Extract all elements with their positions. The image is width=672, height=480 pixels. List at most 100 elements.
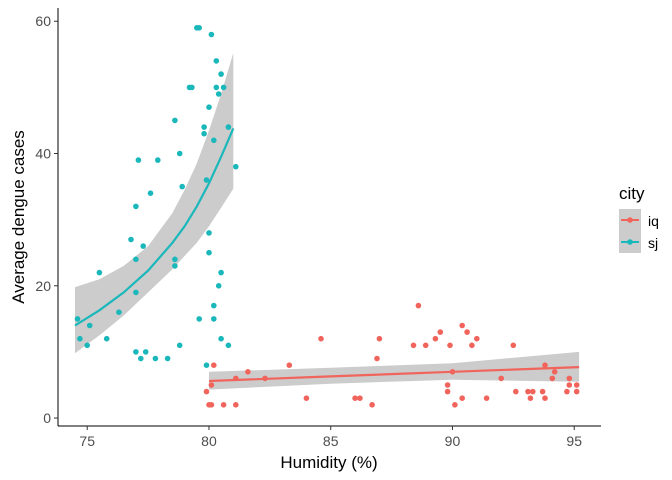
x-axis-title: Humidity (%) <box>280 453 377 472</box>
data-point-iq <box>422 342 429 349</box>
data-point-iq <box>374 355 380 362</box>
data-point-iq <box>474 335 480 342</box>
data-point-sj <box>225 342 232 349</box>
data-point-sj <box>218 71 224 77</box>
data-point-sj <box>133 203 139 210</box>
data-point-iq <box>444 382 451 388</box>
legend-key-point-iq <box>627 217 633 223</box>
data-point-iq <box>357 395 363 402</box>
x-tick-label: 80 <box>201 433 217 449</box>
data-point-sj <box>128 236 134 243</box>
data-point-iq <box>318 335 324 342</box>
data-point-sj <box>147 190 154 196</box>
data-point-sj <box>74 316 81 322</box>
data-point-sj <box>172 256 178 263</box>
data-point-sj <box>172 117 178 124</box>
data-point-sj <box>172 263 178 269</box>
data-point-sj <box>206 230 212 236</box>
data-point-sj <box>176 150 183 157</box>
data-point-iq <box>510 342 517 349</box>
confidence-band-sj <box>75 53 234 354</box>
legend-label-sj: sj <box>648 235 658 251</box>
data-point-sj <box>133 289 139 296</box>
data-point-sj <box>213 84 220 91</box>
data-point-sj <box>201 124 207 130</box>
data-point-sj <box>96 269 103 276</box>
data-point-sj <box>116 309 122 316</box>
data-point-iq <box>566 375 573 382</box>
data-point-iq <box>376 335 383 342</box>
legend-label-iq: iq <box>648 213 659 229</box>
data-point-iq <box>432 335 439 342</box>
data-point-iq <box>542 395 548 402</box>
legend-title: city <box>619 184 645 203</box>
data-point-iq <box>245 369 251 375</box>
data-point-iq <box>220 402 227 408</box>
data-point-iq <box>551 369 558 375</box>
data-point-sj <box>84 342 90 349</box>
x-ticks: 75 80 85 90 95 <box>79 426 582 449</box>
y-tick-label: 0 <box>43 410 51 426</box>
data-point-sj <box>103 335 110 342</box>
data-point-sj <box>196 25 202 31</box>
series-points-sj <box>74 25 239 369</box>
data-point-sj <box>203 362 210 369</box>
data-point-iq <box>352 395 358 402</box>
data-point-sj <box>140 243 146 249</box>
data-point-iq <box>208 382 215 388</box>
data-point-sj <box>203 177 210 183</box>
data-point-iq <box>369 402 375 408</box>
data-point-iq <box>513 388 519 395</box>
data-point-iq <box>203 388 210 395</box>
data-point-iq <box>447 342 453 349</box>
data-point-iq <box>459 395 466 402</box>
legend: city iq sj <box>619 184 659 253</box>
data-point-iq <box>525 388 531 395</box>
data-point-sj <box>218 335 224 342</box>
data-point-iq <box>564 388 570 395</box>
x-tick-label: 85 <box>323 433 339 449</box>
data-point-sj <box>215 283 222 289</box>
data-point-sj <box>189 84 195 91</box>
data-point-sj <box>220 84 227 91</box>
data-point-sj <box>164 355 171 362</box>
data-point-sj <box>133 256 139 263</box>
data-point-sj <box>179 183 185 190</box>
data-point-iq <box>549 375 556 382</box>
data-point-sj <box>176 342 183 349</box>
data-point-iq <box>483 395 490 402</box>
y-tick-label: 40 <box>35 146 51 162</box>
data-point-sj <box>213 58 220 64</box>
data-point-sj <box>225 124 232 130</box>
data-point-sj <box>155 157 161 163</box>
y-tick-label: 20 <box>35 278 51 294</box>
data-point-sj <box>211 316 217 322</box>
trend-line-sj <box>74 127 235 327</box>
data-point-iq <box>498 375 505 382</box>
data-point-sj <box>215 91 222 97</box>
data-point-iq <box>566 382 573 388</box>
data-point-iq <box>208 402 215 408</box>
data-point-iq <box>303 395 310 402</box>
confidence-band-iq <box>209 351 580 390</box>
data-point-iq <box>233 402 239 408</box>
y-tick-label: 60 <box>35 13 51 29</box>
plot-area <box>74 25 580 408</box>
data-point-iq <box>539 388 546 395</box>
data-point-iq <box>542 362 548 369</box>
axes <box>57 8 601 427</box>
data-point-sj <box>208 31 215 38</box>
legend-item-sj: sj <box>619 231 658 253</box>
data-point-sj <box>152 355 159 362</box>
legend-item-iq: iq <box>619 209 659 231</box>
series-points-iq <box>203 302 580 408</box>
y-axis-title: Average dengue cases <box>9 130 28 304</box>
data-point-sj <box>138 355 144 362</box>
data-point-sj <box>206 104 212 110</box>
data-point-sj <box>201 130 207 137</box>
trend-line-iq <box>208 366 580 383</box>
data-point-iq <box>573 388 580 395</box>
data-point-sj <box>233 163 239 170</box>
data-point-sj <box>196 316 202 322</box>
